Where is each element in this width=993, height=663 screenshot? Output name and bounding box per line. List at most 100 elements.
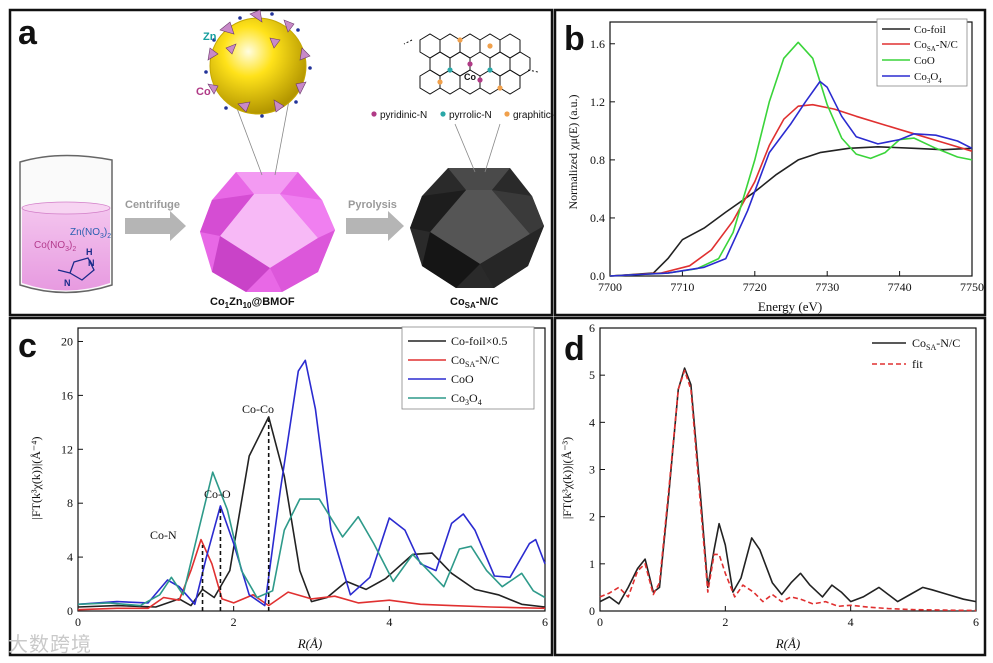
y-tick-label: 5 — [589, 368, 595, 382]
panel-c-ylabel: |FT(k³χ(k))|(Å⁻⁴) — [29, 437, 43, 520]
imidazole-structure: H N N — [57, 247, 95, 288]
y-tick-label: 12 — [61, 442, 73, 456]
x-tick-label: 7720 — [743, 280, 767, 294]
series-line — [609, 103, 973, 277]
pyrrolic-dot — [440, 111, 446, 117]
y-tick-label: 0.0 — [590, 269, 605, 283]
legend-b-cosa: CoSA-N/C — [914, 39, 958, 53]
legend-d-fit: fit — [912, 357, 923, 371]
x-tick-label: 7740 — [888, 280, 912, 294]
series-line — [77, 416, 546, 608]
centrifuge-arrow: Centrifuge — [125, 199, 186, 241]
series-line — [599, 369, 977, 612]
panel-b-legend: Co-foil CoSA-N/C CoO Co3O4 — [876, 18, 968, 87]
x-tick-label: 7750 — [960, 280, 984, 294]
y-tick-label: 2 — [589, 510, 595, 524]
watermark: 大数跨境 — [8, 632, 92, 656]
legend-b-co3o4: Co3O4 — [914, 71, 942, 85]
beaker: Zn(NO3)2 Co(NO3)2 H N N — [19, 154, 113, 294]
y-tick-label: 16 — [61, 388, 73, 402]
x-tick-label: 4 — [848, 615, 854, 629]
series-line — [609, 146, 973, 277]
y-tick-label: 20 — [61, 334, 73, 348]
bmof-sphere: Zn Co — [196, 9, 312, 118]
x-tick-label: 0 — [75, 615, 81, 629]
panel-c-plot: 0 2 4 6 0 4 8 12 16 20 — [61, 327, 548, 629]
x-tick-label: 7710 — [670, 280, 694, 294]
y-tick-label: 1.6 — [590, 37, 605, 51]
legend-c-cofoil: Co-foil×0.5 — [451, 334, 507, 348]
panel-c: c |FT(k³χ(k))|(Å⁻⁴) R(Å) 0 2 4 6 0 4 8 12 16 20 C… — [8, 316, 554, 657]
y-tick-label: 4 — [589, 415, 595, 429]
n-type-legend: pyridinic-N pyrrolic-N graphitic-N — [371, 110, 561, 121]
panel-b-xlabel: Energy (eV) — [758, 299, 822, 314]
beaker-co-salt: Co(NO3)2 — [34, 240, 76, 253]
y-tick-label: 0.4 — [590, 211, 605, 225]
beaker-zn-salt: Zn(NO3)2 — [70, 227, 111, 240]
y-tick-label: 8 — [67, 496, 73, 510]
panel-b-ylabel: Normalized χμ(E) (a.u.) — [566, 94, 580, 209]
zn-label: Zn — [203, 31, 217, 43]
co-label: Co — [196, 86, 211, 98]
y-tick-label: 0.8 — [590, 153, 605, 167]
panel-b: b Normalized χμ(E) (a.u.) Energy (eV) 77… — [553, 8, 987, 317]
panel-b-letter: b — [564, 20, 585, 58]
y-tick-label: 1 — [589, 557, 595, 571]
x-tick-label: 2 — [722, 615, 728, 629]
series-line — [77, 359, 546, 607]
bmof-polyhedron: Co1Zn10@BMOF — [200, 94, 335, 310]
legend-b-cofoil: Co-foil — [914, 24, 946, 36]
pyrolysis-label: Pyrolysis — [348, 199, 397, 211]
panel-b-plot: 7700 7710 7720 7730 7740 7750 0.0 0.4 0.8 1.2 1.6 — [590, 21, 984, 294]
y-tick-label: 0 — [589, 604, 595, 618]
panel-c-legend: Co-foil×0.5 CoSA-N/C CoO Co3O4 — [401, 326, 535, 410]
panel-a-letter: a — [18, 14, 38, 52]
panel-d: d |FT(k³χ(k))|(Å⁻³) R(Å) 0 2 4 6 0 1 2 3 4 5 6 CoS… — [553, 316, 987, 657]
panel-c-letter: c — [18, 327, 37, 365]
y-tick-label: 4 — [67, 550, 73, 564]
imidazole-n2: N — [64, 278, 71, 288]
x-tick-label: 7700 — [598, 280, 622, 294]
series-line — [77, 471, 546, 607]
panel-d-legend: CoSA-N/C fit — [872, 336, 960, 371]
panel-d-plot: 0 2 4 6 0 1 2 3 4 5 6 — [589, 321, 979, 629]
y-tick-label: 3 — [589, 463, 595, 477]
bmof-label: Co1Zn10@BMOF — [210, 296, 295, 310]
legend-graphitic: graphitic-N — [513, 110, 561, 121]
legend-c-co3o4: Co3O4 — [451, 391, 482, 407]
imidazole-h: H — [86, 247, 93, 257]
centrifuge-label: Centrifuge — [125, 199, 180, 211]
annotation-co-n: Co-N — [150, 528, 177, 542]
pyridinic-dot — [371, 111, 377, 117]
panel-d-xlabel: R(Å) — [775, 636, 801, 651]
annotation-co-co: Co-Co — [242, 402, 274, 416]
panel-d-ylabel: |FT(k³χ(k))|(Å⁻³) — [560, 437, 574, 519]
panel-a: a Zn(NO3)2 Co(NO3)2 H N N Centrifuge — [8, 8, 561, 317]
tetrahedra — [207, 9, 311, 113]
plot-frame — [77, 327, 546, 612]
x-tick-label: 6 — [973, 615, 979, 629]
legend-d-cosa: CoSA-N/C — [912, 336, 960, 352]
series-line — [77, 538, 546, 611]
co-center-label: Co — [464, 72, 476, 82]
product-polyhedron: CoSA-N/C — [410, 123, 544, 310]
graphitic-dot — [504, 111, 510, 117]
pyrolysis-arrow: Pyrolysis — [346, 199, 404, 241]
panel-d-frame — [553, 316, 987, 657]
x-tick-label: 2 — [231, 615, 237, 629]
series-line — [599, 367, 977, 605]
x-tick-label: 7730 — [815, 280, 839, 294]
nitrogen-dots — [437, 37, 503, 91]
annotation-co-o: Co-O — [204, 487, 231, 501]
product-label: CoSA-N/C — [450, 296, 498, 310]
y-tick-label: 1.2 — [590, 95, 605, 109]
x-tick-label: 6 — [542, 615, 548, 629]
x-tick-label: 0 — [597, 615, 603, 629]
y-tick-label: 6 — [589, 321, 595, 335]
series-line — [609, 80, 973, 277]
panel-d-letter: d — [564, 330, 585, 368]
legend-b-coo: CoO — [914, 55, 935, 67]
beaker-liquid — [22, 204, 110, 291]
legend-c-cosa: CoSA-N/C — [451, 353, 499, 369]
